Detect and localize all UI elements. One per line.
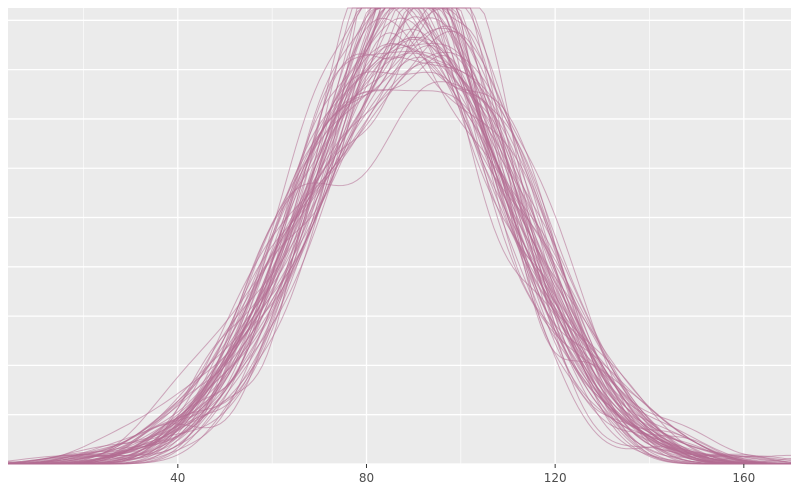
x-tick-label: 40 — [170, 471, 185, 485]
x-axis: 40 80 120 160 — [170, 464, 755, 485]
density-curve — [8, 7, 791, 465]
density-curves — [7, 7, 792, 465]
density-curve — [8, 7, 791, 465]
major-gridlines — [8, 8, 791, 465]
density-curve — [7, 89, 792, 465]
density-curve — [8, 7, 792, 465]
panel-background — [8, 8, 791, 464]
x-tick-label: 120 — [544, 471, 567, 485]
density-curve — [7, 81, 792, 465]
density-curve — [8, 71, 792, 465]
x-tick-label: 80 — [359, 471, 374, 485]
density-curve — [7, 27, 791, 465]
x-tick-label: 160 — [732, 471, 755, 485]
